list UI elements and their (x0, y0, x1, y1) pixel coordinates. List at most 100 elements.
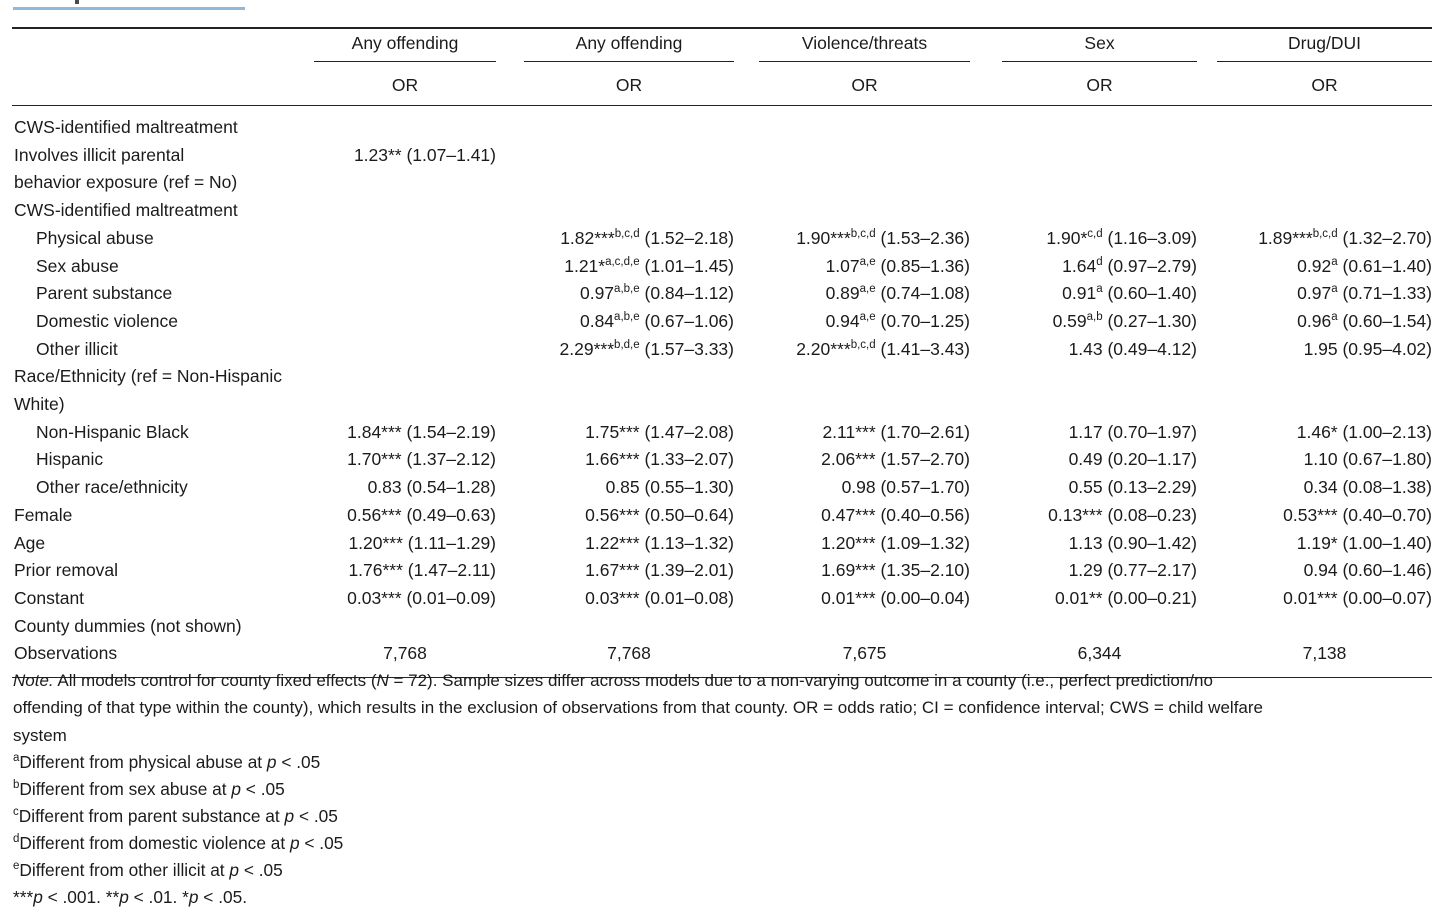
or-value-cell (302, 308, 496, 336)
or-value-cell (302, 363, 496, 418)
or-value-cell (1197, 197, 1432, 225)
or-value-cell: 0.03*** (0.01–0.09) (347, 587, 496, 608)
table-row: Sex abuse 1.21*a,c,d,e (1.01–1.45) 1.07a,e… (12, 253, 1432, 281)
or-value-cell: 0.55 (0.13–2.29) (1068, 477, 1197, 498)
or-value-cell: 2.11*** (1.70–2.61) (822, 421, 970, 442)
row-label: CWS-identified maltreatment (14, 200, 238, 221)
or-value-cell: 1.64d (0.97–2.79) (1062, 255, 1197, 276)
footnote: dDifferent from domestic violence at p <… (13, 833, 344, 853)
table-footnotes: aDifferent from physical abuse at p < .0… (13, 749, 343, 908)
or-value-cell: 1.95 (0.95–4.02) (1303, 338, 1432, 359)
row-label: Female (14, 504, 73, 525)
or-subheader: OR (851, 75, 878, 95)
or-value-cell: 1.89***b,c,d (1.32–2.70) (1258, 227, 1432, 248)
or-value-cell: 0.01** (0.00–0.21) (1054, 587, 1197, 608)
or-value-cell: 0.85 (0.55–1.30) (605, 477, 734, 498)
or-value-cell: 0.53*** (0.40–0.70) (1283, 504, 1432, 525)
column-header: Any offending (314, 29, 496, 62)
or-value-cell: 7,768 (607, 643, 651, 664)
or-value-cell: 0.01*** (0.00–0.07) (1283, 587, 1432, 608)
or-value-cell: 1.76*** (1.47–2.11) (348, 560, 496, 581)
or-value-cell: 0.47*** (0.40–0.56) (821, 504, 970, 525)
row-label: Other illicit (36, 338, 118, 359)
table-row: Physical abuse 1.82***b,c,d (1.52–2.18) 1.… (12, 225, 1432, 253)
or-value-cell: 1.67*** (1.39–2.01) (585, 560, 734, 581)
table-row: CWS-identified maltreatment (12, 106, 1432, 142)
or-value-cell: 7,138 (1302, 643, 1347, 664)
or-value-cell: 1.07a,e (0.85–1.36) (825, 255, 970, 276)
table-row: Prior removal 1.76*** (1.47–2.11) 1.67*** … (12, 557, 1432, 585)
or-subheader-row: OR OR OR OR OR (12, 62, 1432, 106)
table-row: Parent substance 0.97a,b,e (0.84–1.12) 0.8… (12, 280, 1432, 308)
or-value-cell: 1.29 (0.77–2.17) (1068, 560, 1197, 581)
column-header: Sex (1002, 29, 1197, 62)
or-value-cell: 0.84a,b,e (0.67–1.06) (579, 310, 734, 331)
or-value-cell: 1.19* (1.00–1.40) (1296, 532, 1432, 553)
or-value-cell: 0.97a,b,e (0.84–1.12) (579, 283, 734, 304)
or-value-cell (734, 613, 970, 641)
or-value-cell (302, 613, 496, 641)
row-label: Sex abuse (36, 255, 119, 276)
regression-results-table: Any offending Any offending Violence/threa… (12, 27, 1432, 678)
table-row: Other illicit 2.29***b,d,e (1.57–3.33) 2.2… (12, 336, 1432, 364)
or-value-cell: 1.84*** (1.54–2.19) (347, 421, 496, 442)
table-row: Involves illicit parental behavior expos… (12, 142, 1432, 197)
table-row: Age 1.20*** (1.11–1.29) 1.22*** (1.13–1.32… (12, 530, 1432, 558)
table-row: County dummies (not shown) (12, 613, 1432, 641)
or-value-cell: 1.20*** (1.09–1.32) (821, 532, 970, 553)
table-row: Female 0.56*** (0.49–0.63) 0.56*** (0.50–0… (12, 502, 1432, 530)
or-value-cell: 0.91a (0.60–1.40) (1062, 283, 1197, 304)
or-value-cell (1197, 613, 1432, 641)
or-value-cell (302, 280, 496, 308)
footnote: cDifferent from parent substance at p < … (13, 806, 338, 826)
table-body: CWS-identified maltreatment Involves illi… (12, 106, 1432, 678)
or-value-cell: 0.13*** (0.08–0.23) (1048, 504, 1197, 525)
or-value-cell (496, 613, 734, 641)
or-value-cell: 1.90***b,c,d (1.53–2.36) (796, 227, 970, 248)
or-value-cell (1197, 142, 1432, 197)
stub-cell (12, 62, 302, 106)
cut-text-fragment (75, 0, 79, 4)
row-label: County dummies (not shown) (14, 615, 242, 636)
footnote: eDifferent from other illicit at p < .05 (13, 860, 283, 880)
or-value-cell: 0.56*** (0.49–0.63) (347, 504, 496, 525)
table-row: Other race/ethnicity 0.83 (0.54–1.28) 0.85… (12, 474, 1432, 502)
or-value-cell (302, 336, 496, 364)
or-value-cell (496, 142, 734, 197)
or-value-cell (1197, 106, 1432, 142)
or-value-cell: 1.43 (0.49–4.12) (1068, 338, 1197, 359)
or-value-cell (496, 197, 734, 225)
row-label: Constant (14, 587, 85, 608)
truncated-link-remnant[interactable] (13, 0, 245, 10)
table-row: Constant 0.03*** (0.01–0.09) 0.03*** (0.01… (12, 585, 1432, 613)
table-row: Non-Hispanic Black 1.84*** (1.54–2.19) 1.7… (12, 419, 1432, 447)
or-value-cell: 0.83 (0.54–1.28) (367, 477, 496, 498)
row-label: Observations (14, 643, 118, 664)
or-value-cell: 1.10 (0.67–1.80) (1303, 449, 1432, 470)
or-value-cell (302, 253, 496, 281)
or-subheader: OR (391, 75, 419, 95)
or-value-cell (734, 197, 970, 225)
or-value-cell: 0.94 (0.60–1.46) (1303, 560, 1432, 581)
or-value-cell: 0.59a,b (0.27–1.30) (1052, 310, 1197, 331)
or-value-cell: 1.21*a,c,d,e (1.01–1.45) (564, 255, 734, 276)
or-value-cell (496, 106, 734, 142)
column-group-row: Any offending Any offending Violence/threa… (12, 28, 1432, 62)
table-header: Any offending Any offending Violence/threa… (12, 28, 1432, 106)
or-value-cell: 7,675 (842, 643, 887, 664)
or-value-cell: 2.29***b,d,e (1.57–3.33) (559, 338, 734, 359)
or-value-cell: 0.34 (0.08–1.38) (1303, 477, 1432, 498)
row-label: CWS-identified maltreatment (14, 117, 238, 137)
table-row: Domestic violence 0.84a,b,e (0.67–1.06) 0.… (12, 308, 1432, 336)
or-value-cell: 7,768 (383, 643, 427, 664)
or-value-cell: 1.23** (1.07–1.41) (353, 144, 496, 165)
column-header: Violence/threats (759, 29, 970, 62)
or-value-cell (496, 363, 734, 418)
or-value-cell: 0.89a,e (0.74–1.08) (825, 283, 970, 304)
or-value-cell: 1.66*** (1.33–2.07) (585, 449, 734, 470)
or-value-cell: 0.96a (0.60–1.54) (1297, 310, 1432, 331)
or-value-cell: 0.97a (0.71–1.33) (1297, 283, 1432, 304)
table-note: Note. All models control for county fixe… (13, 671, 1263, 745)
or-value-cell: 2.06*** (1.57–2.70) (821, 449, 970, 470)
or-value-cell: 1.13 (0.90–1.42) (1068, 532, 1197, 553)
